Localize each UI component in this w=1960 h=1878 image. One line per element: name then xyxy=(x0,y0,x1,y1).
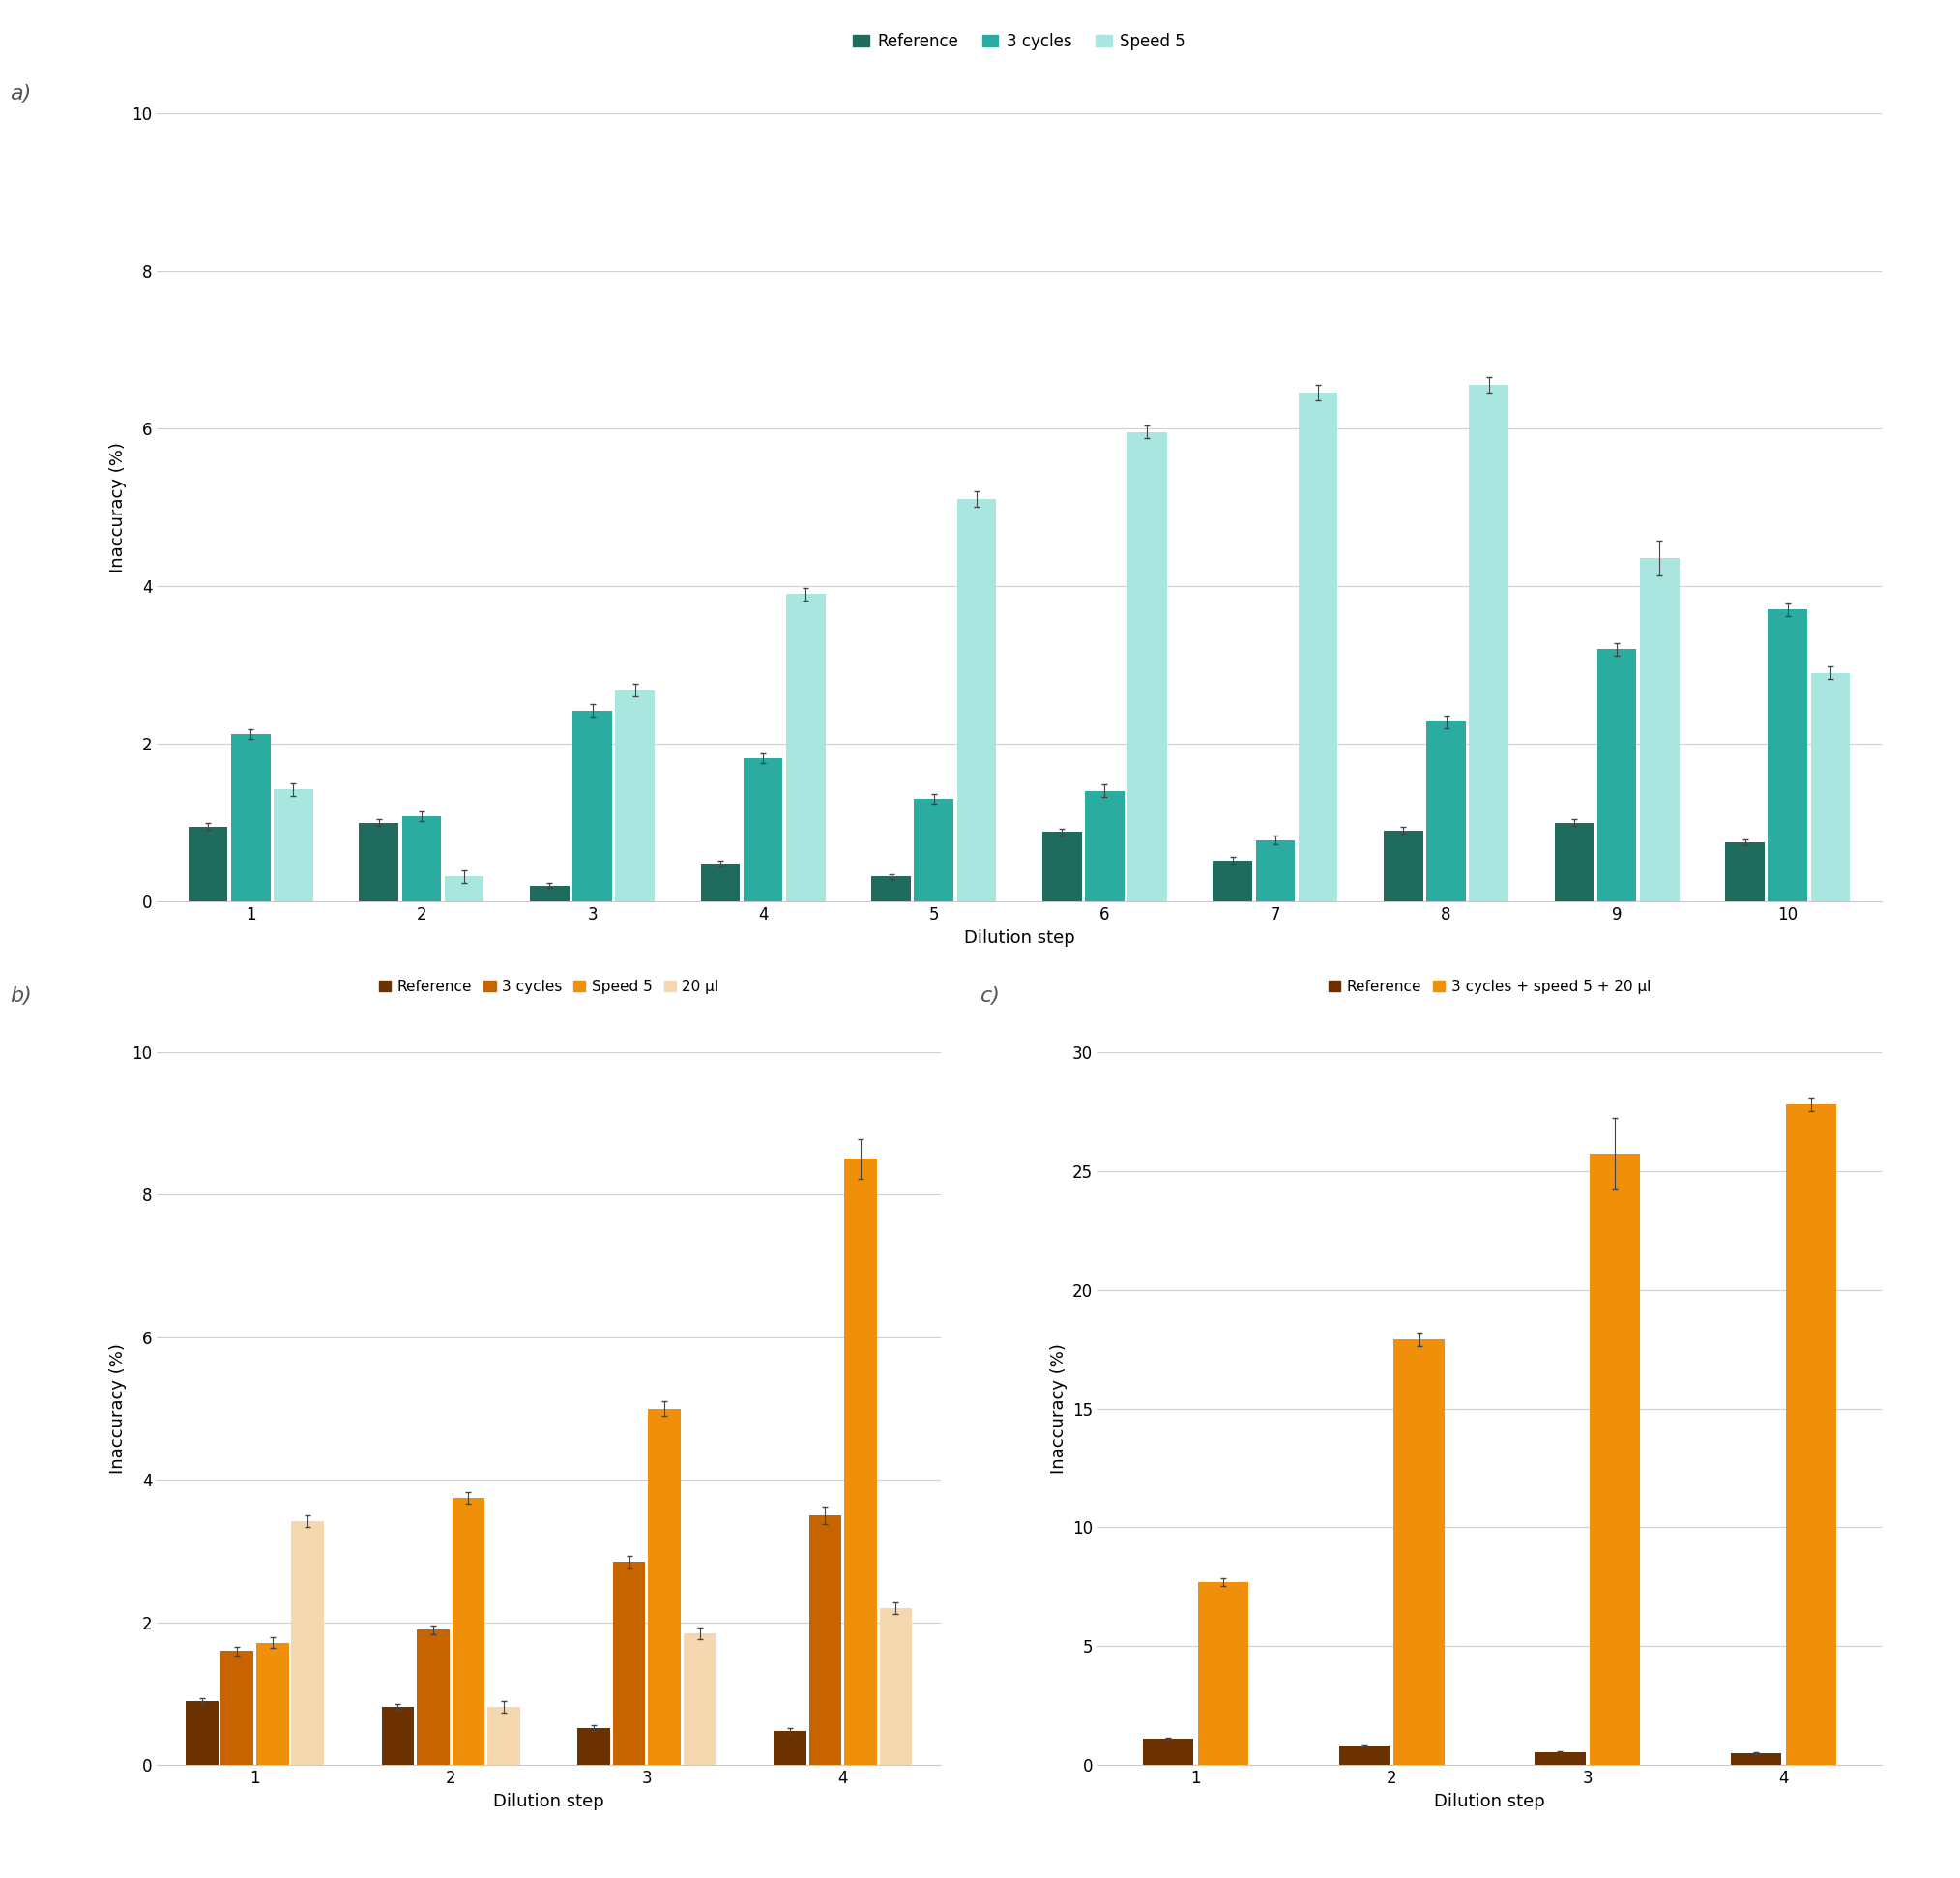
Bar xyxy=(702,864,741,901)
Bar xyxy=(445,877,484,901)
Bar xyxy=(1127,432,1166,901)
Bar xyxy=(186,1701,218,1765)
Text: b): b) xyxy=(10,986,31,1005)
Bar xyxy=(359,823,398,901)
Bar xyxy=(1256,839,1296,901)
Bar xyxy=(845,1159,876,1765)
Bar xyxy=(1731,1754,1782,1765)
Bar xyxy=(956,500,996,901)
Bar xyxy=(1298,393,1337,901)
Bar xyxy=(231,734,270,901)
X-axis label: Dilution step: Dilution step xyxy=(964,930,1074,947)
Bar xyxy=(221,1651,253,1765)
Bar xyxy=(188,826,227,901)
Bar xyxy=(1535,1752,1586,1765)
Bar xyxy=(1384,830,1423,901)
Bar xyxy=(402,817,441,901)
Bar xyxy=(453,1499,484,1765)
Bar xyxy=(417,1630,449,1765)
Legend: Reference, 3 cycles, Speed 5: Reference, 3 cycles, Speed 5 xyxy=(847,26,1192,56)
Text: c): c) xyxy=(980,986,1000,1005)
Bar xyxy=(880,1608,911,1765)
Bar xyxy=(1641,558,1680,901)
Bar xyxy=(913,798,953,901)
Bar xyxy=(529,886,568,901)
Bar xyxy=(1554,823,1593,901)
Bar xyxy=(1143,1739,1194,1765)
Bar xyxy=(274,789,314,901)
Bar xyxy=(578,1728,610,1765)
Bar xyxy=(292,1521,323,1765)
Bar xyxy=(809,1516,841,1765)
Bar xyxy=(684,1634,715,1765)
Bar xyxy=(1470,385,1509,901)
Legend: Reference, 3 cycles + speed 5 + 20 µl: Reference, 3 cycles + speed 5 + 20 µl xyxy=(1323,973,1656,999)
Legend: Reference, 3 cycles, Speed 5, 20 µl: Reference, 3 cycles, Speed 5, 20 µl xyxy=(372,973,725,999)
Text: a): a) xyxy=(10,85,31,103)
Bar xyxy=(786,593,825,901)
Bar xyxy=(1725,841,1764,901)
Bar xyxy=(1590,1153,1641,1765)
Y-axis label: Inaccuracy (%): Inaccuracy (%) xyxy=(110,441,125,573)
Bar xyxy=(1597,650,1637,901)
Bar xyxy=(1786,1104,1837,1765)
Bar xyxy=(382,1707,414,1765)
Bar xyxy=(1043,832,1082,901)
Bar xyxy=(613,1562,645,1765)
Bar xyxy=(1811,672,1850,901)
Bar xyxy=(1427,721,1466,901)
Y-axis label: Inaccuracy (%): Inaccuracy (%) xyxy=(1051,1343,1066,1474)
Bar xyxy=(649,1408,680,1765)
Bar xyxy=(872,877,911,901)
Bar xyxy=(1086,791,1125,901)
Y-axis label: Inaccuracy (%): Inaccuracy (%) xyxy=(110,1343,125,1474)
Bar xyxy=(774,1732,806,1765)
Bar xyxy=(488,1707,519,1765)
Bar xyxy=(1768,610,1807,901)
Bar xyxy=(572,710,612,901)
Bar xyxy=(257,1643,288,1765)
X-axis label: Dilution step: Dilution step xyxy=(494,1793,604,1810)
Bar xyxy=(1394,1339,1445,1765)
Bar xyxy=(1213,860,1252,901)
X-axis label: Dilution step: Dilution step xyxy=(1435,1793,1544,1810)
Bar xyxy=(615,689,655,901)
Bar xyxy=(1339,1745,1390,1765)
Bar xyxy=(743,759,782,901)
Bar xyxy=(1198,1581,1249,1765)
